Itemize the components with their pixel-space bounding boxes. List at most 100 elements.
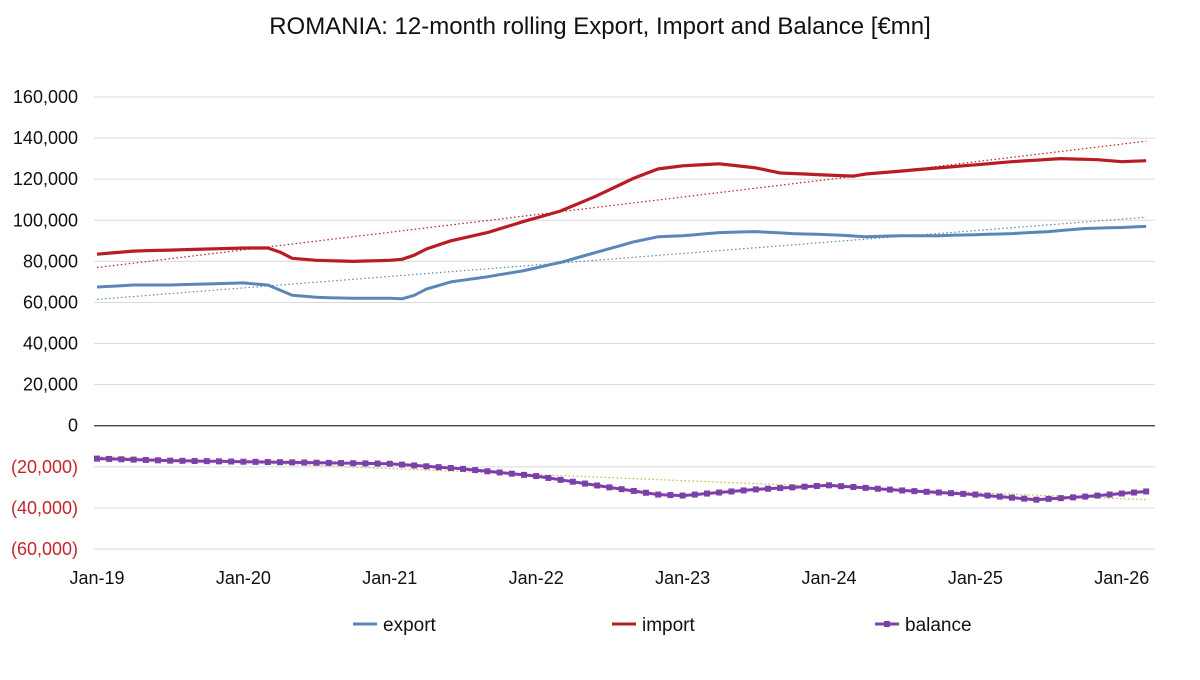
- balance-marker: [1094, 492, 1101, 499]
- balance-marker: [1118, 490, 1125, 497]
- balance-marker: [484, 468, 491, 475]
- balance-marker: [264, 459, 271, 466]
- balance-marker: [142, 456, 149, 463]
- y-tick-label: 0: [68, 416, 78, 436]
- balance-marker: [545, 474, 552, 481]
- balance-legend-marker: [884, 621, 890, 627]
- balance-marker: [1143, 488, 1150, 495]
- chart-title: ROMANIA: 12-month rolling Export, Import…: [269, 13, 931, 40]
- y-tick-label: 120,000: [13, 169, 78, 189]
- balance-marker: [996, 493, 1003, 500]
- balance-marker: [777, 485, 784, 492]
- balance-marker: [960, 490, 967, 497]
- balance-marker: [801, 483, 808, 490]
- balance-marker: [216, 458, 222, 465]
- y-tick-label: 160,000: [13, 87, 78, 107]
- balance-marker: [521, 471, 527, 478]
- y-axis-ticks: 160,000 140,000 120,000 100,000 80,000 60,000…: [11, 87, 78, 559]
- y-tick-label: (20,000): [11, 457, 78, 477]
- y-tick-label: 100,000: [13, 210, 78, 230]
- balance-marker: [826, 482, 832, 489]
- x-tick-label: Jan-25: [948, 568, 1003, 588]
- balance-marker: [313, 459, 320, 466]
- y-tick-label: (60,000): [11, 539, 78, 559]
- balance-marker: [411, 462, 418, 469]
- balance-marker: [850, 484, 857, 491]
- balance-marker: [1131, 489, 1137, 496]
- y-tick-label: 80,000: [23, 251, 78, 271]
- balance-marker: [655, 491, 662, 498]
- import-legend-label: import: [642, 615, 696, 636]
- balance-marker: [1033, 496, 1040, 503]
- balance-marker: [435, 464, 442, 471]
- balance-marker: [704, 490, 710, 497]
- balance-marker: [252, 458, 259, 465]
- balance-marker: [94, 455, 100, 462]
- x-tick-label: Jan-26: [1094, 568, 1149, 588]
- balance-marker: [838, 483, 845, 490]
- x-tick-label: Jan-22: [509, 568, 564, 588]
- balance-marker: [508, 470, 515, 477]
- balance-marker: [386, 460, 393, 467]
- balance-marker: [301, 459, 308, 466]
- import-trendline: [96, 140, 1147, 269]
- balance-marker: [984, 492, 991, 499]
- balance-marker: [1082, 493, 1089, 500]
- balance-marker: [557, 476, 564, 483]
- balance-marker: [362, 460, 369, 467]
- balance-marker: [643, 489, 649, 496]
- trendlines: [96, 140, 1147, 501]
- balance-marker: [923, 488, 930, 495]
- balance-marker: [325, 459, 332, 466]
- balance-marker: [606, 484, 613, 491]
- balance-marker: [1070, 494, 1076, 501]
- y-tick-label: (40,000): [11, 498, 78, 518]
- balance-marker: [862, 484, 869, 491]
- y-tick-label: 140,000: [13, 128, 78, 148]
- balance-marker: [289, 459, 296, 466]
- balance-marker: [1057, 495, 1064, 502]
- balance-marker: [447, 465, 454, 472]
- y-tick-label: 20,000: [23, 375, 78, 395]
- balance-marker: [338, 460, 344, 467]
- balance-marker: [496, 469, 503, 476]
- legend: export import balance: [353, 615, 972, 636]
- balance-marker: [399, 461, 405, 468]
- balance-marker: [887, 486, 893, 493]
- x-tick-label: Jan-24: [801, 568, 856, 588]
- balance-marker: [716, 489, 723, 496]
- balance-marker: [1106, 491, 1113, 498]
- balance-marker: [569, 478, 576, 485]
- balance-marker: [594, 482, 601, 489]
- balance-marker: [935, 489, 942, 496]
- balance-marker: [582, 480, 588, 487]
- balance-marker: [1021, 495, 1028, 502]
- balance-marker: [667, 492, 674, 499]
- import-line: [96, 157, 1147, 263]
- balance-marker: [691, 491, 698, 498]
- balance-marker: [948, 490, 954, 497]
- export-line: [96, 224, 1147, 301]
- balance-marker: [277, 459, 283, 466]
- export-legend-label: export: [383, 615, 437, 636]
- balance-marker: [728, 488, 735, 495]
- balance-marker: [460, 465, 466, 472]
- balance-marker: [813, 482, 820, 489]
- balance-marker: [679, 492, 686, 499]
- balance-marker: [179, 457, 186, 464]
- balance-legend-label: balance: [905, 615, 972, 636]
- balance-marker: [228, 458, 235, 465]
- balance-marker: [533, 473, 540, 480]
- balance-marker: [740, 487, 747, 494]
- x-tick-label: Jan-20: [216, 568, 271, 588]
- balance-marker: [423, 463, 430, 470]
- x-axis-ticks: Jan-19 Jan-20 Jan-21 Jan-22 Jan-23 Jan-24 Jan-…: [69, 568, 1149, 588]
- export-trendline: [96, 216, 1147, 300]
- balance-marker: [1045, 495, 1052, 502]
- balance-marker: [155, 457, 161, 464]
- balance-marker: [203, 458, 210, 465]
- balance-marker: [191, 457, 198, 464]
- balance-marker: [789, 484, 796, 491]
- balance-marker: [374, 460, 381, 467]
- balance-marker: [911, 488, 918, 495]
